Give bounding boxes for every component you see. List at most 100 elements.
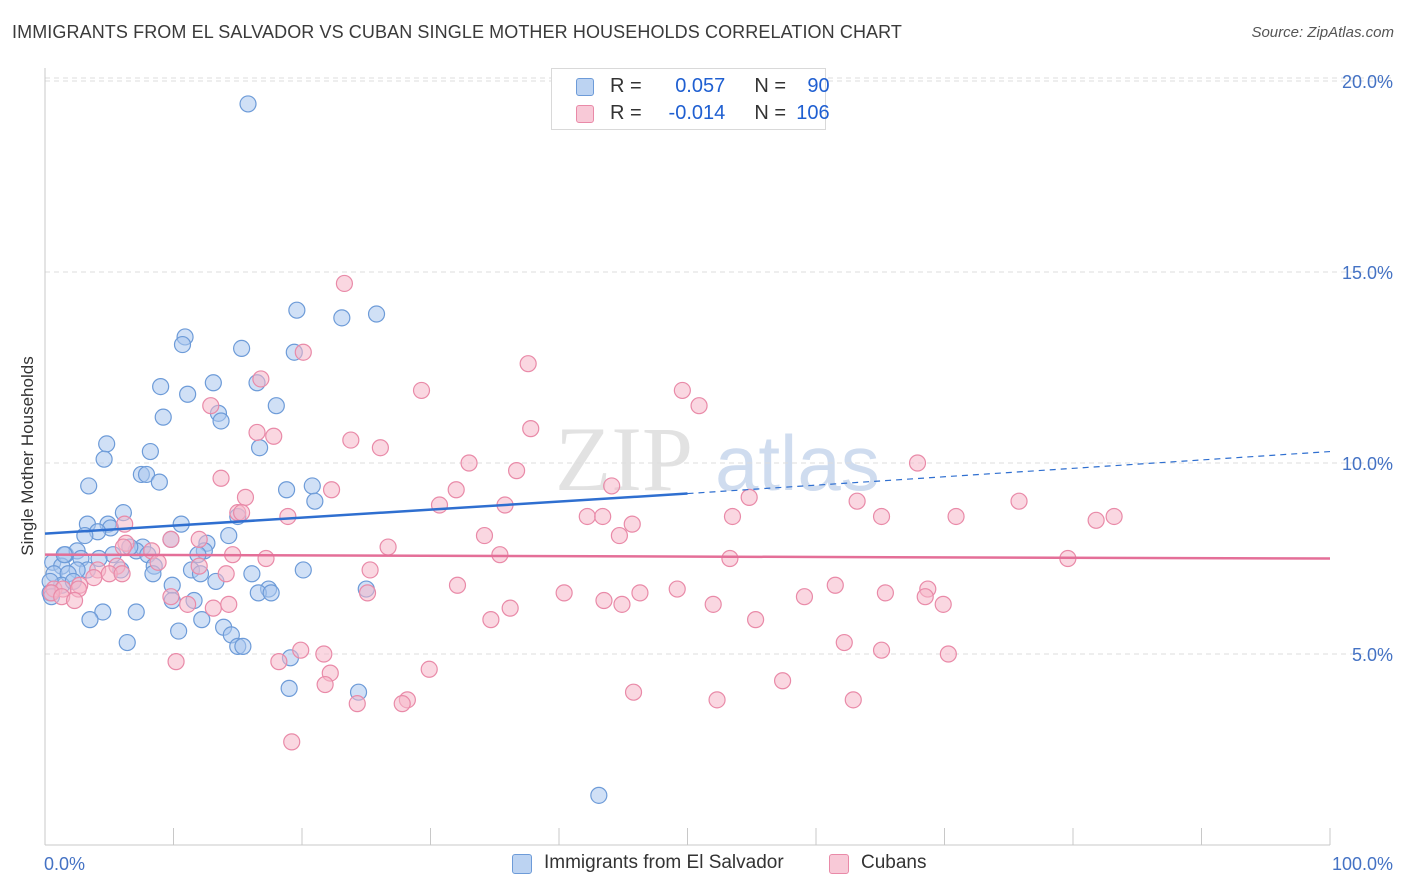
data-point <box>613 595 631 613</box>
data-point <box>152 378 170 396</box>
data-point <box>393 695 411 713</box>
data-point <box>872 507 891 526</box>
data-point <box>98 435 116 453</box>
data-point <box>721 549 739 568</box>
data-point <box>113 565 131 583</box>
legend-label: Cubans <box>861 852 927 873</box>
data-point <box>204 374 222 392</box>
data-point <box>81 611 99 629</box>
series-cubans <box>42 274 1123 751</box>
axes <box>44 68 1331 846</box>
data-point <box>595 591 613 610</box>
data-point <box>94 603 112 621</box>
data-point <box>217 565 235 583</box>
data-point <box>267 397 285 415</box>
data-point <box>220 595 238 613</box>
data-point <box>162 530 180 549</box>
data-point <box>234 637 252 655</box>
r-label: R = <box>610 75 642 97</box>
data-point <box>315 645 333 663</box>
data-point <box>288 301 306 319</box>
data-point <box>212 412 230 430</box>
data-point <box>173 335 192 354</box>
data-point <box>252 370 270 388</box>
data-point <box>114 538 132 556</box>
n-value: 106 <box>796 102 830 124</box>
watermark-zip: ZIP <box>555 408 693 510</box>
data-point <box>1010 492 1028 510</box>
data-point <box>826 576 844 594</box>
x-tick-label: 100.0% <box>1332 854 1393 874</box>
data-point <box>723 507 742 526</box>
data-point <box>149 553 167 571</box>
x-tick-label: 0.0% <box>44 854 85 874</box>
data-point <box>939 645 957 663</box>
data-point <box>248 423 266 442</box>
data-point <box>1087 511 1105 529</box>
data-point <box>491 546 509 564</box>
data-point <box>283 733 301 751</box>
n-label: N = <box>754 75 787 97</box>
tick-labels: 5.0% 10.0% 15.0% 20.0% 0.0% 100.0% <box>44 72 1393 874</box>
data-point <box>668 580 686 598</box>
data-point <box>361 561 379 579</box>
data-point <box>80 477 98 495</box>
legend-label: Immigrants from El Salvador <box>544 852 784 873</box>
data-point <box>270 653 288 671</box>
data-point <box>212 469 230 487</box>
data-point <box>1105 507 1123 526</box>
data-point <box>233 504 251 522</box>
data-point <box>704 595 722 613</box>
data-point <box>204 599 222 617</box>
data-point <box>162 588 180 606</box>
data-point <box>294 561 312 579</box>
data-point <box>277 481 296 499</box>
data-point <box>371 439 389 457</box>
data-point <box>118 633 136 652</box>
data-point <box>279 507 297 526</box>
zipatlas-watermark: ZIP atlas <box>555 408 880 510</box>
data-point <box>848 492 866 510</box>
legend-swatch-blue <box>576 78 594 96</box>
data-point <box>795 588 814 606</box>
data-point <box>908 454 927 472</box>
trend-line-el-salvador <box>44 492 688 535</box>
y-tick-label: 10.0% <box>1342 454 1393 474</box>
data-point <box>137 465 156 484</box>
legend-swatch-pink <box>829 854 849 874</box>
data-point <box>501 599 519 617</box>
data-point <box>507 462 526 480</box>
legend-swatch-blue <box>512 854 532 874</box>
data-point <box>420 660 438 678</box>
series-legend: Immigrants from El Salvador Cubans <box>0 852 1406 878</box>
series-el-salvador <box>41 95 608 804</box>
data-point <box>448 576 467 594</box>
data-point <box>190 557 208 575</box>
data-point <box>220 526 238 545</box>
data-point <box>303 477 321 495</box>
data-point <box>236 488 255 506</box>
trend-line-el-salvador-projection <box>687 450 1331 495</box>
trend-line-cubans <box>44 553 1331 560</box>
data-point <box>934 595 952 613</box>
data-point <box>179 595 197 613</box>
data-point <box>835 633 853 652</box>
data-point <box>95 450 113 468</box>
r-label: R = <box>610 102 642 124</box>
data-point <box>594 507 612 526</box>
data-point <box>265 427 283 445</box>
data-point <box>167 653 185 671</box>
data-point <box>460 454 478 472</box>
data-point <box>333 309 351 327</box>
data-point <box>316 675 334 694</box>
data-point <box>179 385 197 403</box>
data-point <box>170 622 188 640</box>
data-point <box>578 507 596 526</box>
data-point <box>519 355 537 373</box>
data-point <box>294 343 312 361</box>
data-point <box>876 584 894 602</box>
n-value: 90 <box>807 75 830 97</box>
r-value: -0.014 <box>668 102 726 124</box>
data-point <box>193 611 211 629</box>
data-point <box>141 442 159 461</box>
